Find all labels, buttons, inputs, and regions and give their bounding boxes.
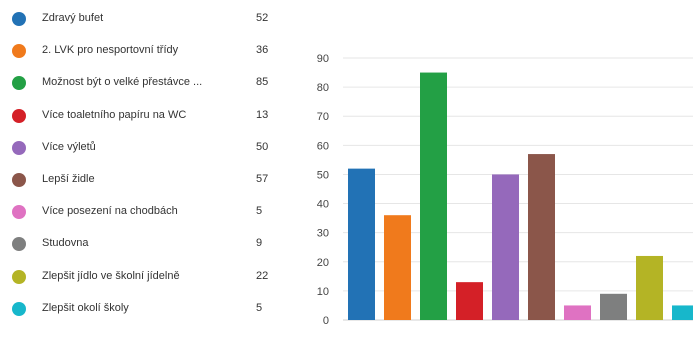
- bars: [348, 72, 693, 320]
- legend-label: Lepší židle: [42, 173, 95, 185]
- y-tick-label: 60: [317, 140, 329, 152]
- legend-item: Více výletů 50: [0, 135, 290, 159]
- y-tick-label: 10: [317, 286, 329, 298]
- legend-swatch: [12, 44, 26, 59]
- y-tick-label: 0: [323, 315, 329, 327]
- legend-value: 50: [256, 140, 269, 153]
- legend-item: Zlepšit okolí školy 5: [0, 296, 290, 320]
- legend-swatch: [12, 237, 26, 252]
- legend-value: 22: [256, 269, 269, 282]
- y-tick-label: 70: [317, 111, 329, 123]
- bar: [420, 72, 447, 320]
- legend-label: 2. LVK pro nesportovní třídy: [42, 44, 179, 57]
- legend-label: Možnost být o velké přestávce ...: [42, 76, 203, 89]
- legend-swatch: [12, 301, 26, 316]
- bar: [600, 293, 627, 320]
- y-tick-label: 90: [317, 53, 329, 65]
- legend-swatch: [12, 108, 26, 123]
- legend-swatch: [12, 205, 26, 220]
- legend-label: Více výletů: [42, 140, 96, 153]
- y-tick-label: 20: [317, 257, 329, 269]
- bar: [384, 215, 411, 320]
- legend-item: Více posezení na chodbách 5: [0, 199, 290, 223]
- legend-label: Více posezení na chodbách: [42, 205, 178, 218]
- legend-swatch: [12, 269, 26, 284]
- legend-item: Zdravý bufet 52: [0, 6, 290, 30]
- legend-label: Více toaletního papíru na WC: [42, 108, 187, 121]
- bar: [348, 168, 375, 320]
- legend-label: Zlepšit jídlo ve školní jídelně: [42, 269, 180, 282]
- legend-item: Studovna 9: [0, 231, 290, 255]
- y-tick-label: 50: [317, 169, 329, 181]
- legend-label: Zlepšit okolí školy: [42, 301, 129, 314]
- legend-value: 52: [256, 12, 269, 24]
- legend-item: Více toaletního papíru na WC 13: [0, 103, 290, 127]
- legend-item: Možnost být o velké přestávce ... 85: [0, 70, 290, 94]
- y-tick-label: 80: [317, 82, 329, 94]
- bar: [672, 305, 693, 320]
- bar: [528, 154, 555, 320]
- y-tick-label: 40: [317, 199, 329, 211]
- legend-swatch: [12, 12, 26, 26]
- legend-value: 57: [256, 173, 269, 185]
- legend: Zdravý bufet 52 2. LVK pro nesportovní tří…: [0, 0, 290, 352]
- bar: [492, 174, 519, 320]
- legend-value: 85: [256, 76, 269, 89]
- legend-item: 2. LVK pro nesportovní třídy 36: [0, 38, 290, 62]
- legend-item: Zlepšit jídlo ve školní jídelně 22: [0, 264, 290, 288]
- legend-item: Lepší židle 57: [0, 167, 290, 191]
- bar-chart: 0 10 20 30 40 50 60 70 80 90: [317, 53, 693, 327]
- legend-value: 13: [256, 108, 269, 121]
- bar: [636, 255, 663, 320]
- legend-value: 5: [256, 301, 263, 314]
- bar: [564, 305, 591, 320]
- legend-value: 9: [256, 237, 263, 250]
- bar: [456, 282, 483, 320]
- legend-swatch: [12, 76, 26, 91]
- y-axis-ticks: 0 10 20 30 40 50 60 70 80 90: [317, 53, 329, 327]
- legend-value: 5: [256, 205, 263, 218]
- legend-swatch: [12, 140, 26, 155]
- legend-label: Studovna: [42, 237, 89, 250]
- legend-swatch: [12, 173, 26, 187]
- legend-value: 36: [256, 44, 269, 57]
- legend-label: Zdravý bufet: [42, 12, 104, 24]
- y-tick-label: 30: [317, 228, 329, 240]
